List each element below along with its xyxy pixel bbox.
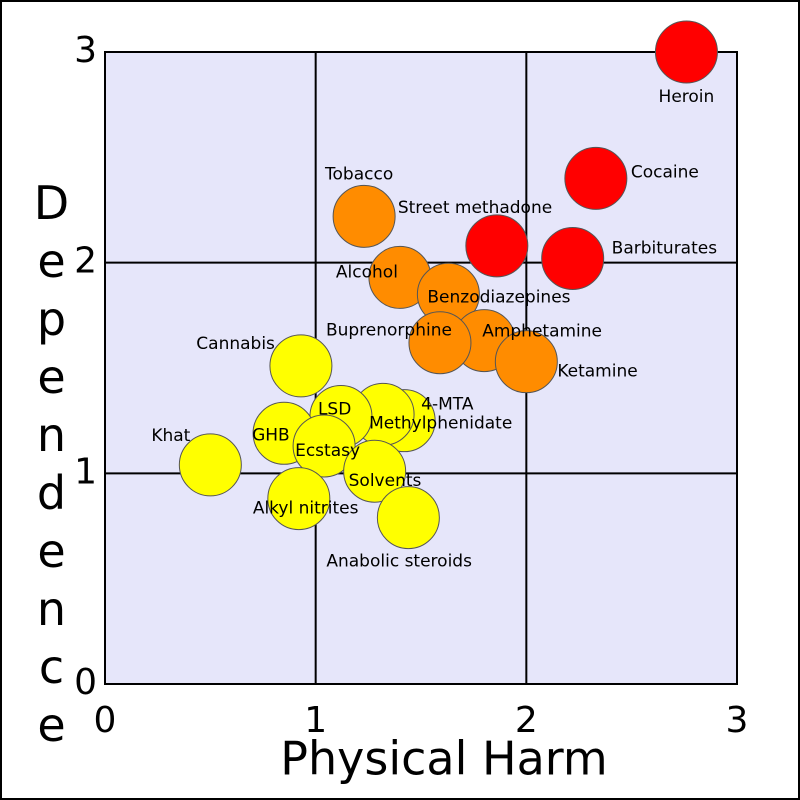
x-tick-label: 0: [94, 700, 117, 741]
point-label: GHB: [252, 425, 290, 445]
point-label: 4-MTA: [421, 395, 474, 415]
point-label: Ketamine: [557, 362, 637, 382]
point: [465, 214, 529, 278]
point-label: Alkyl nitrites: [253, 499, 359, 519]
x-axis-label: Physical Harm: [280, 732, 607, 786]
point-label: LSD: [318, 399, 351, 419]
y-tick-label: 2: [74, 241, 97, 282]
point-label: Cannabis: [196, 334, 275, 354]
point-label: Solvents: [349, 471, 422, 491]
point: [541, 226, 605, 290]
point: [564, 146, 628, 210]
point-label: Street methadone: [398, 198, 552, 218]
point-label: Barbiturates: [612, 238, 718, 258]
x-tick-label: 3: [726, 700, 749, 741]
y-tick-label: 1: [74, 451, 97, 492]
point-label: Tobacco: [324, 164, 393, 184]
point-label: Anabolic steroids: [326, 552, 472, 572]
point: [494, 330, 558, 394]
point-label: Ecstasy: [295, 441, 360, 461]
point-label: Alcohol: [336, 262, 398, 282]
point-label: Buprenorphine: [326, 321, 452, 341]
y-tick-label: 0: [74, 662, 97, 703]
y-axis-label: Dependence: [25, 176, 79, 756]
point-label: Amphetamine: [482, 322, 602, 342]
plot-background: [105, 52, 737, 684]
point: [269, 334, 333, 398]
x-tick-label: 2: [515, 700, 538, 741]
point: [408, 311, 472, 375]
point-label: Methylphenidate: [369, 413, 512, 433]
y-tick-label: 3: [74, 30, 97, 71]
point: [267, 467, 331, 531]
point: [654, 20, 718, 84]
point: [332, 184, 396, 248]
point: [376, 486, 440, 550]
point: [343, 439, 407, 503]
point-label: Benzodiazepines: [427, 287, 570, 307]
point-label: Heroin: [659, 87, 715, 107]
point-label: Cocaine: [631, 162, 699, 182]
plot-border: [104, 51, 738, 685]
point: [292, 414, 356, 478]
point: [178, 433, 242, 497]
point-label: Khat: [151, 426, 190, 446]
x-tick-label: 1: [304, 700, 327, 741]
plot-area: 0 1 2 3 0 1 2 3 Heroin Cocaine Barbiturates Street …: [74, 20, 749, 741]
